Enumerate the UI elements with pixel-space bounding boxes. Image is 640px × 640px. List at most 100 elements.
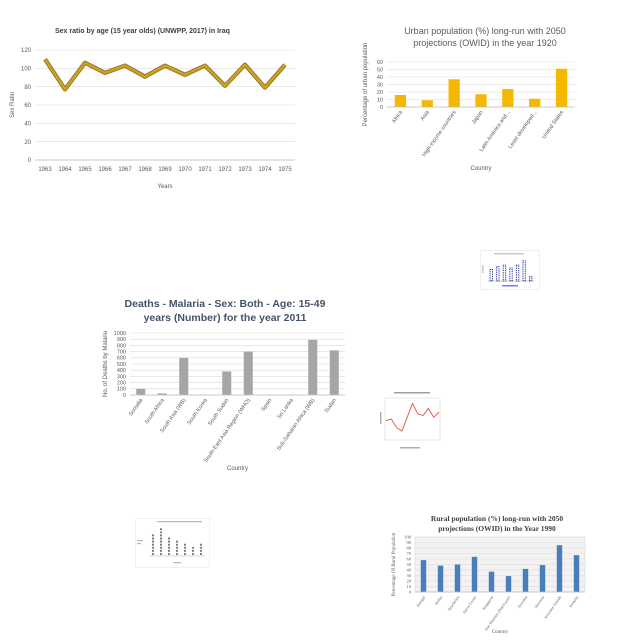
bar xyxy=(502,89,514,107)
bar xyxy=(243,351,253,395)
x-tick-label: Singapore xyxy=(481,595,495,611)
thumbnail-frame xyxy=(135,518,210,568)
thumbnail-title-placeholder xyxy=(157,521,202,523)
dot-mark xyxy=(159,537,163,540)
bar xyxy=(437,565,444,592)
series-line-shadow xyxy=(43,58,287,92)
series-line xyxy=(385,402,440,432)
y-tick-label: 400 xyxy=(117,368,126,374)
y-tick-label: 0 xyxy=(28,158,32,164)
plot-area xyxy=(384,397,441,441)
dot-mark xyxy=(167,549,171,552)
bar xyxy=(454,564,461,592)
y-tick-label: 700 xyxy=(117,350,126,356)
dot-mark xyxy=(151,540,155,543)
y-tick-label: 40 xyxy=(377,75,383,81)
bar xyxy=(509,267,513,282)
y-tick-label: 0 xyxy=(380,105,383,111)
chart-rural-population: Rural population (%) long-run with 2050 p… xyxy=(385,512,595,637)
x-tick-label: Solomon Islands xyxy=(543,594,563,619)
bar xyxy=(522,568,529,592)
y-axis-label: Percentage Of Rural Population xyxy=(392,532,397,596)
x-tick-label: 1965 xyxy=(78,167,92,173)
chart-rural-population-svg: Rural population (%) long-run with 2050p… xyxy=(392,514,586,635)
bar xyxy=(555,68,568,107)
thumbnail-ylabel-placeholder xyxy=(137,543,141,545)
chart-title: Urban population (%) long-run with 2050 xyxy=(404,26,566,36)
x-axis-label: Country xyxy=(470,166,491,172)
bar xyxy=(471,556,478,592)
thumbnail-xlabel-placeholder xyxy=(400,447,420,449)
dot-mark xyxy=(159,528,163,531)
dot-mark xyxy=(159,552,163,556)
chart-mini-line xyxy=(378,390,443,452)
dot-mark xyxy=(175,540,179,543)
dot-mark xyxy=(175,549,179,552)
y-tick-label: 1000 xyxy=(114,331,126,337)
dot-mark xyxy=(151,543,155,546)
bar xyxy=(222,371,232,395)
x-tick-label: Sri Lanka xyxy=(277,397,296,420)
bar xyxy=(394,95,407,107)
x-tick-label: Slovakia xyxy=(516,595,528,610)
x-axis-label: Years xyxy=(157,184,172,190)
dot-mark xyxy=(183,549,187,552)
y-tick-label: 0 xyxy=(123,393,126,399)
x-axis-label: Country xyxy=(492,630,509,635)
thumbnail-frame xyxy=(480,250,540,290)
dot-mark xyxy=(159,549,163,552)
dot-mark xyxy=(175,543,179,546)
y-tick-label: 80 xyxy=(407,546,412,551)
dot-mark xyxy=(159,540,163,543)
bar xyxy=(522,260,526,282)
bar xyxy=(505,576,512,592)
dot-mark xyxy=(167,537,171,540)
bar xyxy=(573,555,580,592)
dot-mark xyxy=(199,543,203,546)
x-tick-label: Africa xyxy=(391,109,405,125)
y-tick-label: 300 xyxy=(117,374,126,380)
y-axis-label: No. of Deaths by Malaria xyxy=(103,330,109,397)
chart-mini-dots xyxy=(135,518,210,568)
dot-mark xyxy=(199,549,203,552)
chart-sex-ratio-svg: Sex ratio by age (15 year olds) (UNWPP, … xyxy=(10,28,295,190)
dot-mark xyxy=(175,552,179,556)
thumbnail-ylabel-placeholder xyxy=(137,540,143,542)
x-axis-label: Country xyxy=(227,466,248,472)
chart-title: Deaths - Malaria - Sex: Both - Age: 15-4… xyxy=(125,298,326,310)
x-tick-label: Senegal xyxy=(415,594,427,608)
dot-mark xyxy=(167,552,171,556)
dot-mark xyxy=(191,546,195,549)
chart-urban-population-svg: Urban population (%) long-run with 2050 p… xyxy=(363,26,575,172)
x-tick-label: Slovenia xyxy=(533,595,545,610)
y-tick-label: 100 xyxy=(117,387,126,393)
y-tick-label: 100 xyxy=(404,535,412,540)
dot-mark xyxy=(151,552,155,556)
y-tick-label: 0 xyxy=(409,590,412,595)
y-tick-label: 10 xyxy=(377,97,383,103)
y-tick-label: 10 xyxy=(407,584,412,589)
x-tick-label: 1973 xyxy=(238,167,252,173)
chart-mini-bar xyxy=(480,250,540,290)
bar xyxy=(329,350,339,395)
dot-mark xyxy=(159,531,163,534)
chart-sex-ratio: Sex ratio by age (15 year olds) (UNWPP, … xyxy=(5,20,305,195)
y-tick-label: 600 xyxy=(117,356,126,362)
y-tick-label: 80 xyxy=(24,85,31,91)
chart-title: Rural population (%) long-run with 2050 xyxy=(431,514,564,523)
bar xyxy=(539,565,546,592)
x-tick-label: 1968 xyxy=(138,167,152,173)
x-tick-label: United States xyxy=(541,110,565,141)
y-tick-label: 70 xyxy=(407,551,412,556)
y-tick-label: 40 xyxy=(407,568,412,573)
bar xyxy=(556,545,563,592)
bar xyxy=(529,276,533,282)
dot-mark xyxy=(159,546,163,549)
series-line xyxy=(43,58,286,91)
dot-mark xyxy=(151,534,155,537)
x-tick-label: 1966 xyxy=(98,167,112,173)
y-tick-label: 90 xyxy=(407,540,412,545)
y-tick-label: 800 xyxy=(117,343,126,349)
chart-title: projections (OWID) in the Year 1990 xyxy=(438,524,556,533)
x-tick-label: Serbia xyxy=(433,595,443,606)
